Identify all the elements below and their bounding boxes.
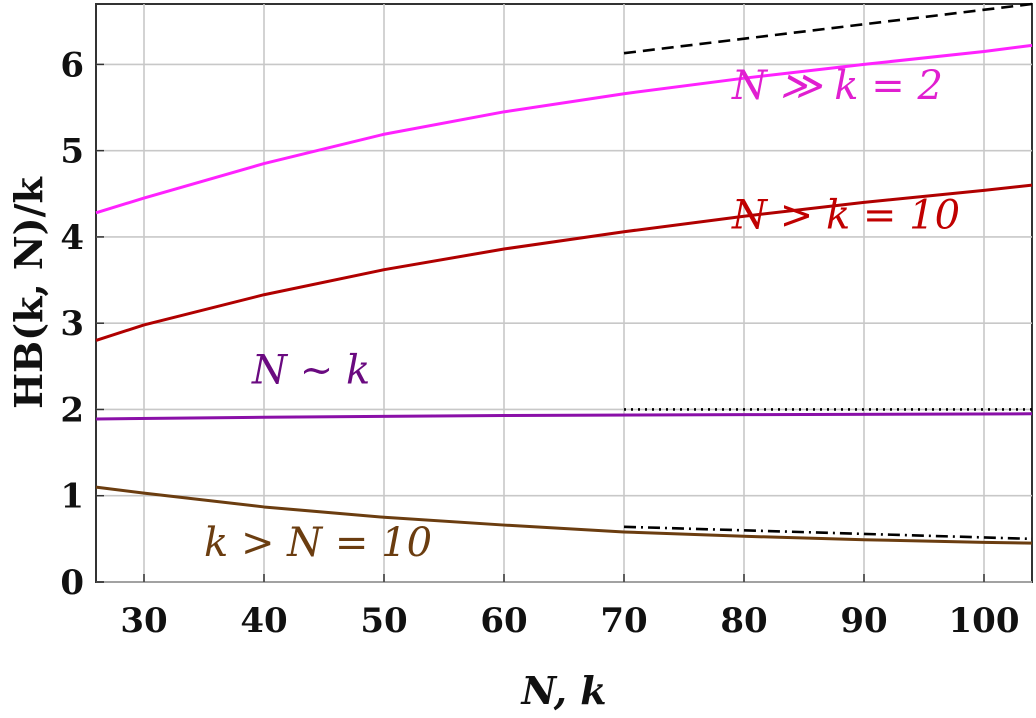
series-line-n-k-10 [95,183,1033,342]
series-lines [95,43,1033,545]
reference-line-dashed [623,2,1033,55]
series-line-n-k [95,412,1033,421]
y-tick-label: 4 [60,218,84,258]
x-tick-label: 90 [840,601,887,641]
y-tick-label: 1 [60,477,84,517]
series-line-k-n-10 [95,485,1033,545]
reference-lines [623,2,1033,541]
annotations: N ≫ k = 2 N > k = 10 N ~ k k > N = 10 [204,63,960,566]
y-tick-label: 0 [60,563,84,603]
x-tick-label: 30 [120,601,167,641]
x-tick-label: 100 [949,601,1020,641]
y-axis-ticks: 0 1 2 3 4 5 6 [60,45,104,603]
x-tick-label: 50 [360,601,407,641]
series-label-n-k-2: N ≫ k = 2 [731,63,943,109]
grid [96,4,1032,583]
y-tick-label: 6 [60,45,84,85]
y-tick-label: 2 [60,390,84,430]
x-axis-ticks: 30 40 50 60 70 80 90 100 [120,574,1019,641]
x-tick-label: 40 [240,601,287,641]
series-label-k-n-10: k > N = 10 [204,520,432,566]
x-axis-title: N, k [520,668,606,713]
y-axis-title: HB(k, N)/k [6,176,51,408]
x-tick-label: 70 [600,601,647,641]
series-label-n-k: N ~ k [251,348,370,394]
series-line-n-k-2 [95,43,1033,215]
y-tick-label: 3 [60,304,84,344]
x-tick-label: 80 [720,601,767,641]
reference-line-dashdot [623,525,1033,541]
x-tick-label: 60 [480,601,527,641]
y-tick-label: 5 [60,132,84,172]
series-label-n-k-10: N > k = 10 [731,192,960,238]
